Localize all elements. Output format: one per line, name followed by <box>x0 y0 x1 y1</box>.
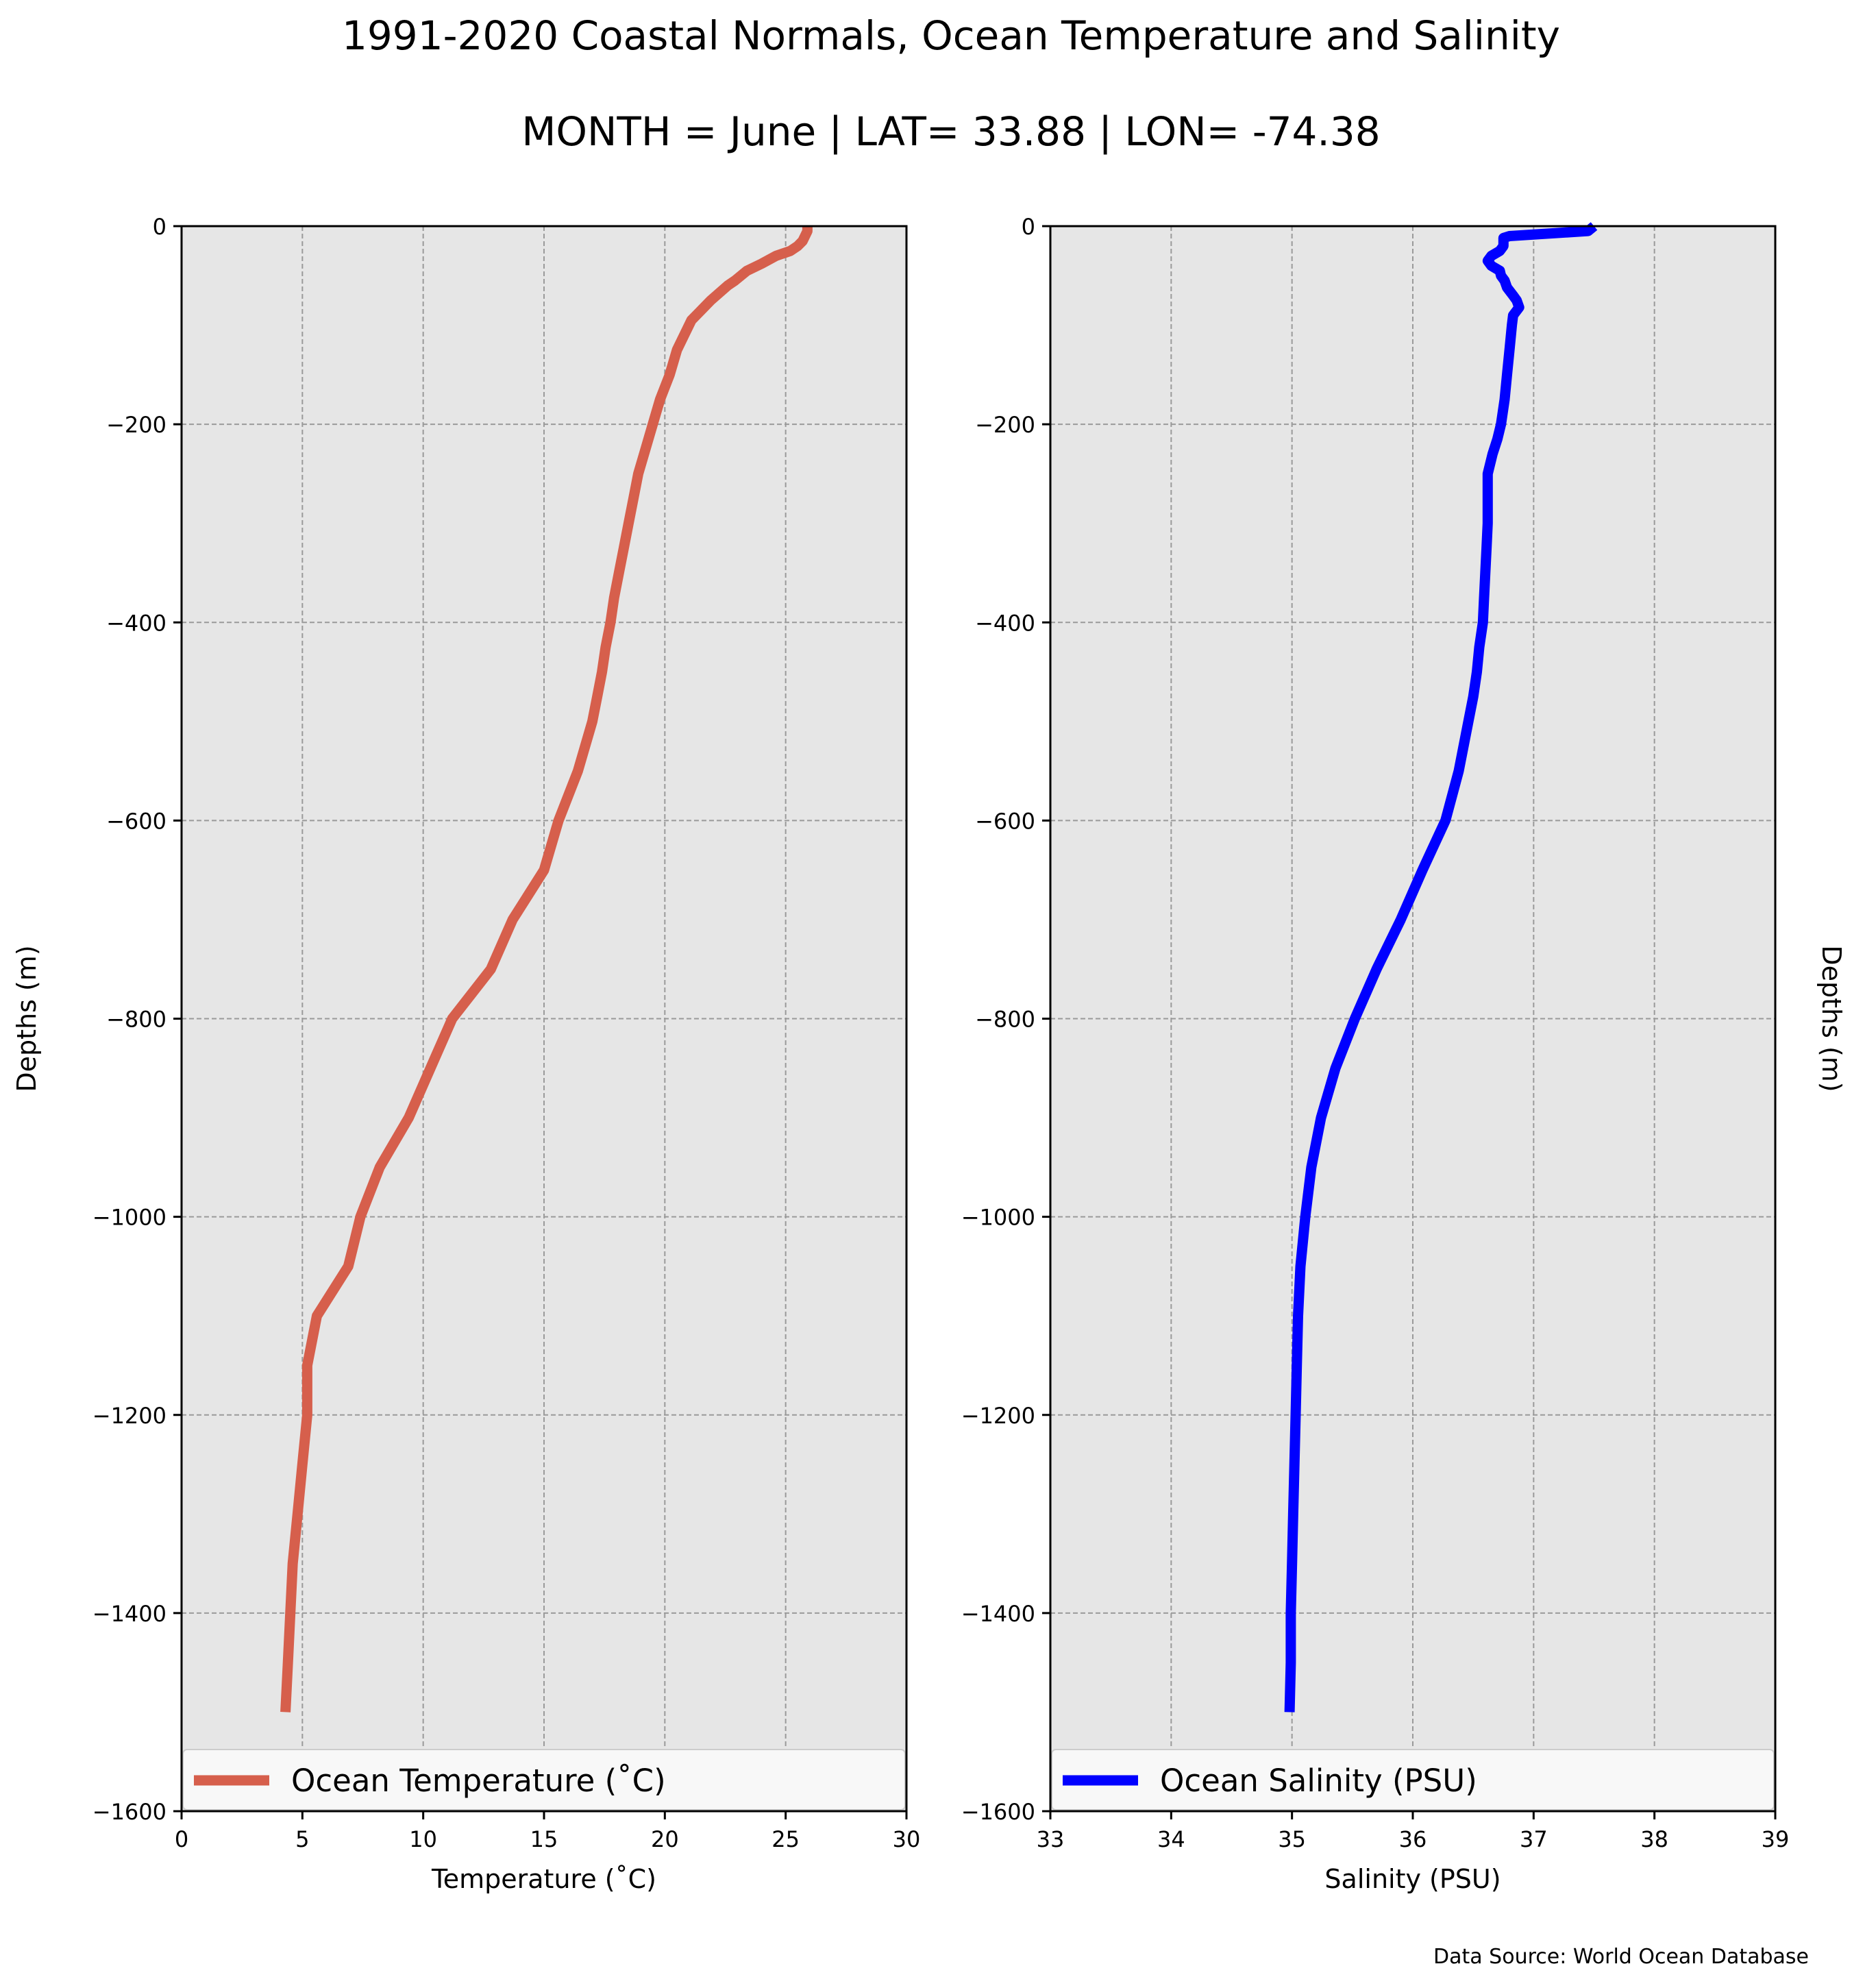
data-point <box>1290 1662 1291 1663</box>
y-tick-label: −1200 <box>92 1403 166 1429</box>
data-point <box>360 1216 361 1217</box>
data-point <box>761 263 762 264</box>
x-tick-label: 15 <box>530 1826 558 1852</box>
data-point <box>628 523 629 524</box>
data-point <box>669 374 670 375</box>
y-tick-label: −400 <box>975 610 1035 636</box>
y-tick-label: −800 <box>975 1007 1035 1033</box>
y-tick-label: −1000 <box>961 1205 1035 1231</box>
x-tick-label: 38 <box>1640 1826 1668 1852</box>
y-tick-label: −1000 <box>92 1205 166 1231</box>
data-point <box>691 320 692 321</box>
data-point <box>302 1464 303 1465</box>
series-line <box>1284 222 1598 1713</box>
legend-box <box>182 1749 906 1811</box>
data-point <box>1519 307 1520 308</box>
x-axis-label: Salinity (PSU) <box>1324 1864 1501 1894</box>
x-tick-label: 25 <box>771 1826 800 1852</box>
data-point <box>652 424 653 425</box>
y-tick-label: −600 <box>106 808 166 834</box>
data-point <box>1445 820 1446 821</box>
x-axis-label: Temperature (˚C) <box>431 1864 656 1894</box>
data-point <box>1513 315 1514 316</box>
data-point <box>1376 969 1377 970</box>
x-tick-label: 30 <box>893 1826 921 1852</box>
data-point <box>610 622 611 623</box>
data-point <box>592 721 593 722</box>
data-point <box>677 349 678 350</box>
y-tick-label: −200 <box>106 412 166 438</box>
data-point <box>645 449 646 450</box>
legend-label: Ocean Temperature (˚C) <box>291 1763 666 1799</box>
data-point <box>307 1365 308 1366</box>
y-tick-label: −1400 <box>961 1601 1035 1627</box>
data-point <box>307 1414 308 1415</box>
x-tick-label: 34 <box>1157 1826 1185 1852</box>
x-tick-label: 35 <box>1278 1826 1306 1852</box>
data-point <box>285 1712 286 1713</box>
y-tick-label: −200 <box>975 412 1035 438</box>
y-tick-label: −1600 <box>961 1799 1035 1825</box>
legend-box <box>1051 1749 1775 1811</box>
data-point <box>452 1018 453 1019</box>
x-tick-label: 36 <box>1399 1826 1427 1852</box>
x-tick-label: 0 <box>175 1826 188 1852</box>
y-tick-label: −400 <box>106 610 166 636</box>
data-point <box>734 280 735 281</box>
data-point <box>633 498 634 499</box>
legend-label: Ocean Salinity (PSU) <box>1160 1763 1477 1799</box>
data-point <box>558 820 559 821</box>
data-point <box>290 1612 291 1613</box>
chart-title: 1991-2020 Coastal Normals, Ocean Tempera… <box>342 12 1560 59</box>
data-point <box>1511 325 1512 326</box>
x-tick-label: 10 <box>409 1826 437 1852</box>
salinity-panel: Ocean Salinity (PSU) 33 34 35 36 37 38 39 0 −200 −… <box>961 214 1847 1894</box>
series-line <box>280 225 813 1713</box>
data-point <box>1509 349 1510 350</box>
y-tick-label: 0 <box>1022 214 1035 240</box>
y-tick-label: −1600 <box>92 1799 166 1825</box>
data-point <box>1513 295 1514 296</box>
x-tick-label: 39 <box>1762 1826 1790 1852</box>
data-point <box>1294 1464 1295 1465</box>
temperature-panel: Ocean Temperature (˚C) 0 5 10 15 20 25 30 0 −200 −… <box>12 214 920 1894</box>
data-point <box>1479 647 1480 648</box>
data-source-note: Data Source: World Ocean Database <box>1433 1945 1809 1969</box>
y-axis-label: Depths (m) <box>12 945 42 1092</box>
y-axis-label: Depths (m) <box>1816 945 1847 1092</box>
data-point <box>1487 498 1488 499</box>
x-tick-label: 5 <box>295 1826 309 1852</box>
y-tick-label: 0 <box>153 214 166 240</box>
x-tick-label: 33 <box>1037 1826 1065 1852</box>
y-tick-label: −600 <box>975 808 1035 834</box>
data-point <box>1487 523 1488 524</box>
data-point <box>807 231 808 232</box>
data-point <box>1503 245 1504 246</box>
data-point <box>1473 696 1474 697</box>
data-point <box>1290 1612 1291 1613</box>
data-point <box>1289 1712 1290 1713</box>
y-tick-label: −1400 <box>92 1601 166 1627</box>
data-point <box>1487 260 1488 261</box>
data-point <box>1305 1216 1306 1217</box>
data-point <box>1400 919 1401 920</box>
y-tick-label: −800 <box>106 1007 166 1033</box>
x-tick-label: 20 <box>651 1826 679 1852</box>
data-point <box>1516 300 1517 301</box>
data-point <box>1468 721 1469 722</box>
chart-subtitle: MONTH = June | LAT= 33.88 | LON= -74.38 <box>521 108 1380 155</box>
data-point <box>1296 1365 1297 1366</box>
data-point <box>605 647 606 648</box>
y-tick-label: −1200 <box>961 1403 1035 1429</box>
x-tick-label: 37 <box>1520 1826 1548 1852</box>
data-point <box>1491 265 1492 266</box>
